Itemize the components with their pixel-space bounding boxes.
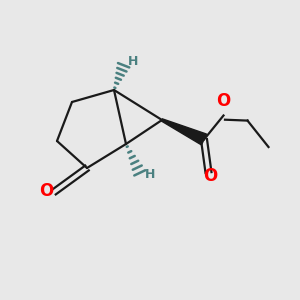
Text: O: O [203,167,217,185]
Text: H: H [128,55,138,68]
Polygon shape [161,119,206,145]
Text: O: O [39,182,54,200]
Text: H: H [145,167,155,181]
Text: O: O [216,92,231,110]
